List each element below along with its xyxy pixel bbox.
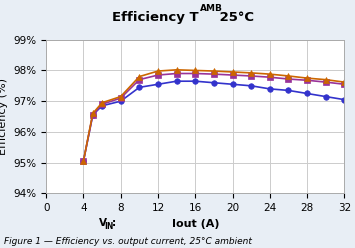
- Y-axis label: Efficiency (%): Efficiency (%): [0, 78, 8, 155]
- Text: V: V: [99, 218, 108, 228]
- Text: :: :: [112, 218, 116, 228]
- Text: AMB: AMB: [200, 4, 223, 13]
- Text: Efficiency T: Efficiency T: [112, 11, 199, 24]
- Text: IN: IN: [105, 222, 114, 231]
- Text: 25°C: 25°C: [215, 11, 254, 24]
- Text: Figure 1 — Efficiency vs. output current, 25°C ambient: Figure 1 — Efficiency vs. output current…: [4, 237, 251, 246]
- X-axis label: Iout (A): Iout (A): [171, 219, 219, 229]
